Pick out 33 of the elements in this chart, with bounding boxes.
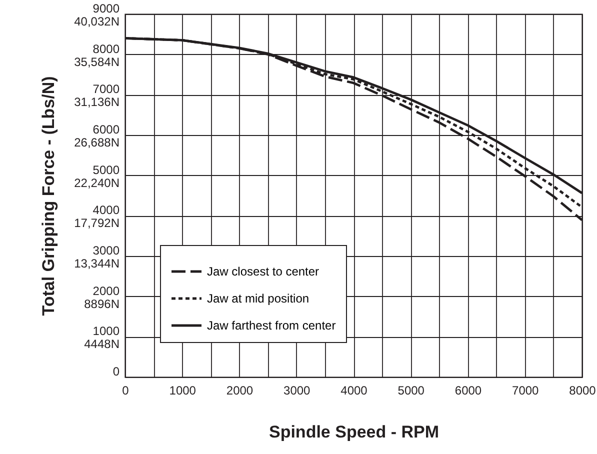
y-tick-label: 8000 [92,42,120,56]
y-tick-label: 9000 [92,2,120,16]
y-tick-label: 3000 [92,244,120,258]
x-tick-label: 1000 [169,384,196,398]
y2-tick-label: 13,344N [74,256,120,270]
x-axis-title: Spindle Speed - RPM [268,422,440,442]
y2-tick-label: 26,688N [74,136,120,150]
x-tick-label: 6000 [454,384,482,398]
x-tick-label: 2000 [226,384,254,398]
y-tick-label: 6000 [92,122,120,136]
x-tick-label: 5000 [398,384,425,398]
y2-tick-label: 40,032N [74,14,120,28]
y2-tick-label: 17,792N [74,216,120,230]
legend-label: Jaw farthest from center [207,318,336,332]
x-tick-label: 3000 [284,384,311,398]
legend-label: Jaw at mid position [207,292,310,306]
x-tick-label: 8000 [569,384,596,398]
x-tick-label: 7000 [512,384,540,398]
y2-tick-label: 35,584N [74,54,120,69]
y2-tick-label: 8896N [84,296,120,311]
y-tick-label: 2000 [92,284,120,298]
y2-tick-label: 31,136N [74,95,120,110]
y-tick-label: 1000 [92,324,120,338]
x-tick-label: 4000 [340,384,368,398]
y-tick-label: 4000 [92,203,120,218]
y-tick-label: 0 [112,364,120,378]
y-tick-label: 7000 [92,82,120,96]
y2-tick-label: 4448N [84,337,120,352]
y2-tick-label: 22,240N [74,176,120,190]
x-tick-label: 0 [122,384,130,398]
y2-axis-title: Total Gripping Force - (Lbs/N) [39,76,58,316]
legend-label: Jaw closest to center [207,264,320,278]
y-tick-label: 5000 [92,162,120,177]
